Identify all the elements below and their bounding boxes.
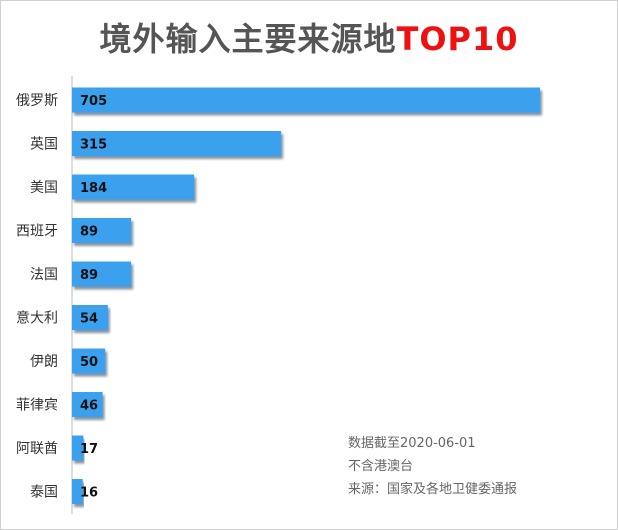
- bar: [72, 348, 106, 374]
- value-label: 184: [80, 181, 107, 196]
- value-label: 89: [80, 268, 98, 283]
- note-source: 来源：国家及各地卫健委通报: [348, 482, 518, 497]
- bar-row: 英国 315: [30, 131, 282, 156]
- value-label: 315: [80, 138, 107, 153]
- title-main: 境外输入主要来源地: [99, 20, 397, 58]
- bar-row: 伊朗 50: [30, 348, 106, 374]
- value-label: 705: [80, 94, 107, 109]
- bar-row: 法国 89: [30, 261, 132, 287]
- value-label: 16: [80, 486, 98, 501]
- category-label: 意大利: [16, 310, 58, 327]
- category-label: 法国: [30, 267, 58, 283]
- category-label: 伊朗: [30, 354, 58, 370]
- bar: [72, 435, 84, 461]
- bar-row: 俄罗斯 705: [16, 87, 540, 113]
- chart-notes: 数据截至2020-06-01 不含港澳台 来源：国家及各地卫健委通报: [348, 432, 517, 501]
- category-label: 俄罗斯: [16, 93, 58, 109]
- value-label: 46: [80, 399, 98, 414]
- value-label: 89: [80, 225, 98, 240]
- category-label: 菲律宾: [16, 398, 58, 414]
- bar-row: 意大利 54: [16, 305, 108, 330]
- chart-title: 境外输入主要来源地TOP10: [0, 14, 618, 60]
- bar: [72, 261, 132, 287]
- bar-row: 菲律宾 46: [16, 392, 103, 417]
- category-label: 英国: [30, 136, 58, 153]
- value-label: 50: [80, 355, 98, 370]
- value-label: 54: [80, 312, 98, 327]
- bar: [72, 479, 83, 504]
- value-label: 17: [80, 442, 98, 457]
- category-label: 泰国: [30, 485, 58, 501]
- category-label: 阿联酋: [16, 440, 58, 457]
- bar: [72, 218, 132, 243]
- bar-row: 美国 184: [30, 174, 195, 200]
- bar-row: 泰国 16: [30, 479, 98, 504]
- note-scope: 不含港澳台: [348, 459, 414, 474]
- bar: [72, 305, 108, 330]
- category-label: 美国: [30, 180, 58, 196]
- bar-row: 西班牙 89: [16, 218, 132, 243]
- category-label: 西班牙: [16, 224, 58, 240]
- note-date: 数据截至2020-06-01: [348, 436, 476, 451]
- bar-row: 阿联酋 17: [16, 435, 98, 461]
- bar: [72, 174, 195, 200]
- bar: [72, 87, 540, 113]
- title-highlight: TOP10: [396, 20, 519, 58]
- bar: [72, 392, 103, 417]
- bar: [72, 131, 282, 156]
